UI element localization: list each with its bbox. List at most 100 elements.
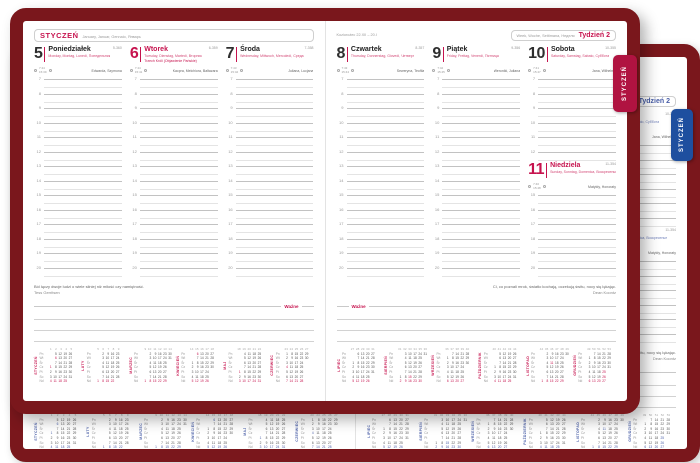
ruled-line	[34, 331, 314, 342]
weekday-label: Pn	[528, 417, 533, 422]
date-cell: 4	[108, 426, 111, 431]
date-cell: 20	[654, 445, 659, 449]
date-cell: 30	[183, 417, 187, 422]
date-cell: 24	[556, 440, 560, 445]
mini-calendar-grid: 1 2 3 4 5 Pn 5 12 19 26 Wt 6 13 20 27 Śr 7 14 21 28 Cz 1 8 15 22…	[40, 347, 78, 384]
date-cell: 20	[554, 369, 559, 374]
weekday-label: Pt	[134, 369, 138, 374]
hour-line	[235, 166, 314, 175]
half-hour-line	[235, 87, 314, 88]
date-cell: 7	[650, 417, 653, 422]
mini-calendar: PAŹDZIERNIK 40 41 42 43 44 Pn 5 12 19 26 Wt 6 13 20 27 Ś…	[478, 347, 521, 384]
date-cell: 25	[399, 440, 403, 445]
month-tab[interactable]: STYCZEŃ	[613, 55, 637, 112]
date-cell: 26	[328, 435, 332, 440]
week-number: 37	[492, 413, 496, 417]
moon-phase-icon	[129, 69, 133, 72]
hour-label: 16	[530, 206, 536, 212]
date-cell: 23	[163, 351, 167, 356]
half-hour-line	[44, 188, 122, 190]
hour-slot: 10	[432, 119, 521, 134]
date-cell: 30	[565, 351, 569, 356]
week-number: 6	[102, 347, 104, 351]
date-cell: 5	[644, 440, 647, 445]
half-hour-line	[442, 116, 521, 117]
week-number: 43	[556, 413, 560, 417]
hour-slot: 7	[130, 75, 218, 90]
hour-slot: 17	[337, 220, 425, 235]
name-days: Kacpra, Melchiora, Baltazara	[172, 68, 218, 73]
week-number: 13	[177, 413, 181, 417]
date-cell: 11	[165, 426, 169, 431]
date-cell: 27	[115, 369, 120, 374]
day-of-year: 11-354	[665, 228, 676, 232]
date-cell: 30	[229, 431, 234, 436]
date-cell: 9	[545, 435, 548, 440]
date-cell: 21	[451, 435, 456, 440]
date-cell: 15	[497, 422, 502, 427]
hour-slot: 14	[337, 177, 425, 192]
half-hour-line	[139, 130, 218, 132]
hour-label: 16	[228, 206, 233, 212]
date-cell: 25	[614, 426, 618, 431]
half-hour-line	[538, 275, 616, 277]
date-cell: 6	[265, 426, 268, 431]
date-cell: 30	[210, 365, 214, 370]
date-cell: 9	[499, 369, 501, 374]
half-hour-line	[346, 203, 425, 204]
date-cell: 23	[66, 435, 71, 440]
date-cell: 4	[352, 374, 355, 379]
hour-slot: 20	[337, 264, 425, 279]
hour-slot: 15	[130, 191, 218, 206]
hour-line	[346, 108, 425, 117]
weekday-label: Nd	[86, 379, 91, 384]
weekday-label: Pn	[86, 351, 91, 356]
week-number: 18	[237, 347, 241, 351]
date-cell: 20	[157, 369, 162, 374]
date-cell: 27	[124, 435, 129, 440]
week-number: 33	[445, 413, 450, 417]
weekday-label: So	[581, 440, 585, 445]
mini-calendar: GRUDZIEŃ 49 50 51 52 53 Pn 7 14 21 28 Wt 1 8 15 22 29 Śr 2…	[573, 347, 616, 384]
date-cell: 19	[556, 417, 560, 422]
week-number: 53	[666, 413, 671, 417]
hour-line	[139, 108, 218, 117]
date-cell: 6	[56, 422, 59, 427]
date-cell: 2	[546, 351, 549, 356]
half-hour-line	[442, 145, 521, 146]
date-cell: 27	[560, 369, 564, 374]
date-cell: 24	[503, 431, 508, 436]
hour-label: 11	[132, 134, 137, 139]
hour-slot: 11	[226, 133, 314, 148]
date-cell: 10	[263, 445, 268, 449]
weekday-label: So	[196, 440, 201, 445]
date-cell: 28	[465, 351, 470, 356]
date-cell: 1	[97, 379, 99, 384]
date-cell: 27	[460, 379, 464, 384]
hour-line	[346, 238, 425, 248]
week-number: 32	[403, 347, 407, 351]
date-cell: 23	[560, 351, 564, 356]
date-cell: 14	[445, 435, 450, 440]
day-name: Niedziela	[550, 162, 581, 169]
date-cell: 9	[291, 356, 293, 361]
hour-label: 17	[132, 221, 137, 226]
week-number: 20	[270, 413, 274, 417]
hour-slot: 19	[130, 249, 218, 264]
date-cell: 14	[654, 417, 659, 422]
date-cell: 21	[322, 445, 326, 449]
weekday-label: Cz	[228, 365, 233, 370]
week-number: 3	[60, 347, 62, 351]
date-cell: 26	[660, 440, 665, 445]
month-tab[interactable]: STYCZEŃ	[671, 109, 693, 161]
date-cell: 6	[546, 369, 549, 374]
weekday-label: Nd	[578, 379, 583, 384]
weekday-label: Pn	[144, 417, 148, 422]
hour-label: 14	[132, 177, 137, 183]
weekday-label: Nd	[389, 379, 394, 384]
hour-slot: 11	[432, 133, 521, 148]
date-cell: 5	[588, 374, 591, 379]
